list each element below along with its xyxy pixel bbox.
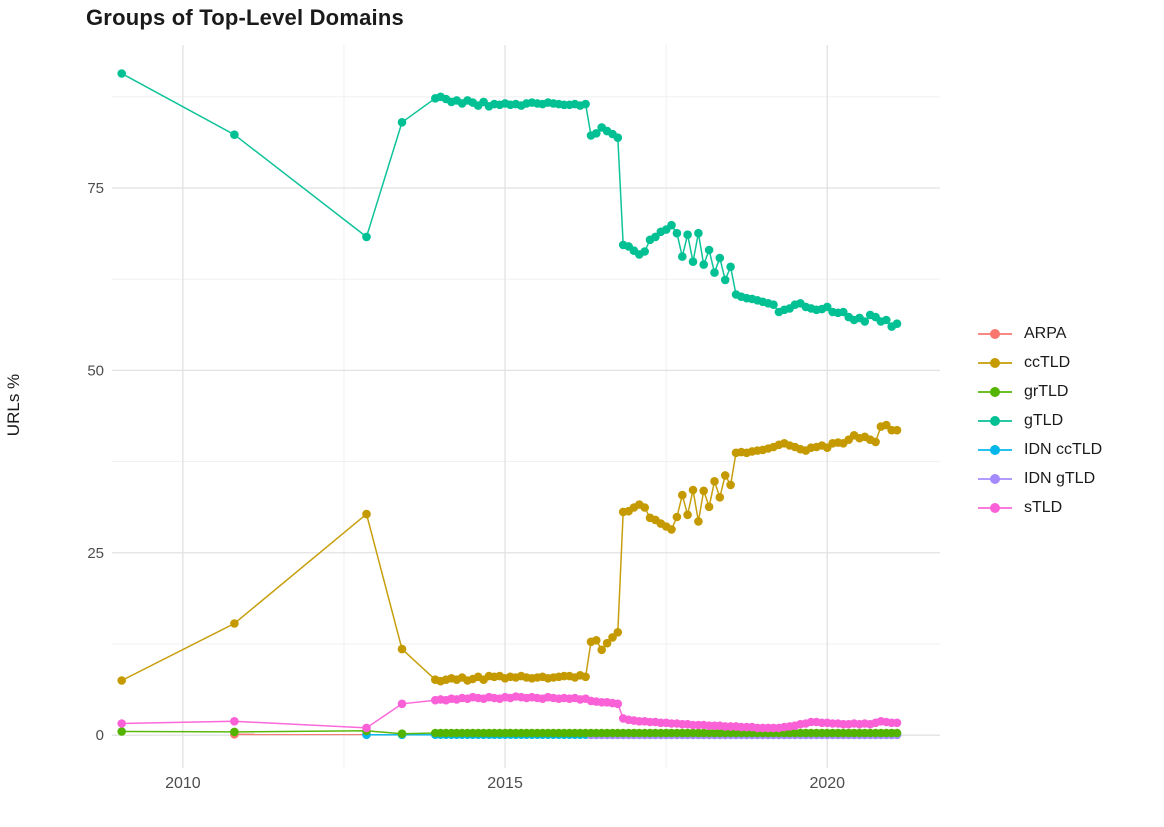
legend-item-gtld: gTLD	[978, 411, 1102, 431]
x-tick-label: 2020	[809, 775, 845, 792]
series-point-cctld	[699, 486, 708, 496]
legend-key-icon	[978, 382, 1012, 402]
series-point-cctld	[726, 480, 735, 490]
legend-label-gtld: gTLD	[1024, 412, 1064, 429]
series-point-cctld	[640, 503, 649, 512]
series-point-stld	[362, 723, 371, 733]
x-tick-label: 2015	[487, 775, 523, 792]
series-point-gtld	[678, 252, 687, 261]
y-tick-label: 75	[87, 180, 104, 197]
series-point-gtld	[592, 129, 601, 138]
legend-item-stld: sTLD	[978, 498, 1102, 518]
legend-item-grtld: grTLD	[978, 382, 1102, 402]
series-point-gtld	[667, 220, 676, 230]
series-point-gtld	[892, 319, 902, 329]
series-point-cctld	[704, 502, 714, 512]
legend-item-cctld: ccTLD	[978, 353, 1102, 373]
series-point-grtld	[397, 729, 407, 738]
legend-label-idn-gtld: IDN gTLD	[1024, 470, 1096, 487]
series-point-gtld	[362, 232, 371, 242]
series-point-gtld	[694, 228, 703, 238]
series-point-cctld	[608, 633, 617, 642]
legend-key-icon	[978, 411, 1012, 431]
series-point-grtld	[117, 727, 126, 736]
series-point-cctld	[592, 636, 601, 645]
series-point-stld	[892, 718, 902, 728]
legend-key-icon	[978, 353, 1012, 373]
series-point-gtld	[769, 300, 778, 310]
series-point-gtld	[397, 118, 407, 127]
y-tick-label: 50	[87, 362, 104, 379]
series-point-grtld	[230, 727, 239, 737]
series-point-gtld	[581, 99, 590, 109]
series-point-cctld	[672, 512, 682, 522]
chart-title: Groups of Top-Level Domains	[86, 5, 404, 30]
legend-label-idn-cctld: IDN ccTLD	[1024, 441, 1103, 458]
series-point-gtld	[710, 268, 719, 277]
series-point-cctld	[683, 510, 692, 520]
series-line-gtld	[121, 72, 898, 328]
legend-item-idn-gtld: IDN gTLD	[978, 469, 1102, 489]
series-point-gtld	[672, 228, 682, 238]
series-point-cctld	[581, 672, 590, 682]
series-point-gtld	[640, 247, 649, 256]
series-point-gtld	[688, 257, 698, 267]
series-point-cctld	[871, 437, 880, 447]
series-point-gtld	[651, 232, 660, 242]
series-point-gtld	[699, 260, 708, 269]
series-point-cctld	[117, 676, 126, 685]
legend-key-icon	[978, 498, 1012, 518]
series-point-gtld	[822, 302, 832, 312]
series-point-stld	[230, 717, 239, 726]
series-point-gtld	[726, 262, 735, 272]
series-point-gtld	[683, 230, 692, 239]
legend-key-icon	[978, 469, 1012, 489]
y-tick-label: 0	[96, 727, 104, 744]
series-point-cctld	[597, 645, 606, 655]
series-point-cctld	[667, 525, 676, 534]
series-point-cctld	[688, 485, 698, 495]
legend-label-grtld: grTLD	[1024, 383, 1069, 400]
series-point-cctld	[710, 477, 719, 486]
legend-item-idn-cctld: IDN ccTLD	[978, 440, 1102, 460]
series-point-gtld	[117, 69, 126, 78]
x-tick-label: 2010	[165, 775, 201, 792]
series-point-gtld	[839, 307, 848, 317]
series-point-stld	[117, 719, 126, 728]
series-point-cctld	[678, 490, 687, 500]
legend-label-arpa: ARPA	[1024, 325, 1067, 342]
series-point-gtld	[860, 317, 870, 326]
series-point-cctld	[613, 628, 623, 637]
series-point-cctld	[715, 493, 725, 502]
series-point-cctld	[602, 638, 612, 648]
legend-key-icon	[978, 324, 1012, 344]
legend: ARPA ccTLD grTLD gTLD IDN ccTLD IDN gTLD sTLD	[978, 324, 1102, 518]
series-point-gtld	[704, 245, 714, 255]
series-point-gtld	[720, 275, 730, 285]
series-point-cctld	[720, 471, 730, 480]
series-point-gtld	[882, 315, 891, 325]
series-point-cctld	[694, 517, 703, 526]
series-point-gtld	[715, 253, 725, 263]
legend-label-stld: sTLD	[1024, 499, 1063, 516]
series-point-grtld	[892, 728, 902, 738]
y-tick-label: 25	[87, 545, 104, 562]
series-point-stld	[613, 699, 623, 709]
series-point-cctld	[362, 509, 371, 519]
legend-item-arpa: ARPA	[978, 324, 1102, 344]
series-point-cctld	[882, 420, 891, 430]
legend-key-icon	[978, 440, 1012, 460]
series-point-gtld	[613, 133, 623, 142]
series-point-stld	[397, 699, 407, 709]
series-point-cctld	[230, 619, 239, 628]
series-point-cctld	[397, 644, 407, 654]
series-point-cctld	[892, 425, 902, 435]
series-point-gtld	[230, 130, 239, 139]
legend-label-cctld: ccTLD	[1024, 354, 1071, 371]
